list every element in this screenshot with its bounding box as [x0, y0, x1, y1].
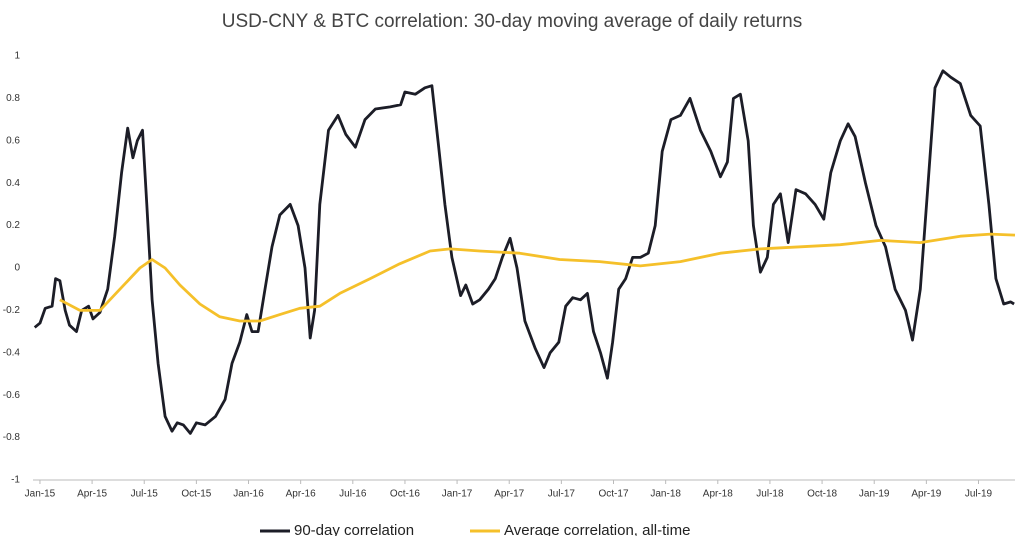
- series-line: [33, 69, 1015, 435]
- x-tick-label: Apr-17: [494, 489, 524, 500]
- x-tick-label: Jul-18: [756, 489, 784, 500]
- y-tick-label: 0.8: [6, 93, 20, 104]
- y-tick-label: 0: [14, 263, 20, 274]
- y-tick-label: -0.8: [3, 432, 21, 443]
- y-tick-label: -1: [11, 475, 20, 486]
- x-tick-label: Jul-17: [548, 489, 576, 500]
- x-tick-label: Jan-19: [859, 489, 890, 500]
- y-tick-label: 0.2: [6, 220, 20, 231]
- y-tick-label: 0.4: [6, 178, 20, 189]
- x-tick-label: Jan-17: [442, 489, 473, 500]
- x-tick-label: Oct-18: [807, 489, 837, 500]
- legend-label: 90-day correlation: [294, 522, 414, 536]
- x-tick-label: Jul-15: [131, 489, 159, 500]
- y-tick-label: -0.6: [3, 390, 21, 401]
- x-tick-label: Apr-16: [286, 489, 316, 500]
- y-tick-label: 0.6: [6, 135, 20, 146]
- x-tick-label: Jul-19: [965, 489, 993, 500]
- x-tick-label: Jan-16: [233, 489, 264, 500]
- x-tick-label: Apr-19: [911, 489, 941, 500]
- y-tick-label: -0.4: [3, 347, 21, 358]
- chart-title: USD-CNY & BTC correlation: 30-day moving…: [222, 11, 802, 32]
- x-tick-label: Oct-17: [599, 489, 629, 500]
- x-tick-label: Apr-15: [77, 489, 107, 500]
- y-tick-label: -0.2: [3, 305, 21, 316]
- x-tick-label: Apr-18: [703, 489, 733, 500]
- x-tick-label: Oct-16: [390, 489, 420, 500]
- legend-label: Average correlation, all-time: [504, 522, 690, 536]
- x-tick-label: Jan-15: [25, 489, 56, 500]
- x-tick-label: Oct-15: [181, 489, 211, 500]
- series-line: [59, 232, 1016, 323]
- x-tick-label: Jan-18: [650, 489, 681, 500]
- y-tick-label: 1: [14, 51, 20, 62]
- x-tick-label: Jul-16: [339, 489, 367, 500]
